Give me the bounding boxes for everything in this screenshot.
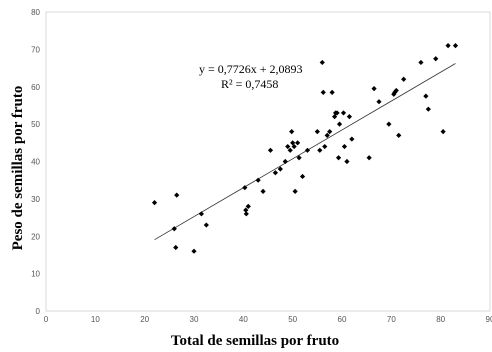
data-point [418,59,424,66]
data-point [299,173,306,180]
trendline-r-squared: R² = 0,7458 [221,77,278,91]
y-tick-label: 80 [31,8,40,17]
y-tick-label: 40 [31,158,40,167]
y-axis-ticks: 0 10 20 30 40 50 60 70 80 [31,8,40,316]
data-point [198,211,204,217]
x-tick-label: 10 [91,315,100,324]
data-point [285,143,291,150]
data-point [336,121,343,127]
data-point [396,132,402,138]
y-tick-label: 20 [31,232,40,241]
data-points [151,43,459,254]
data-point [440,129,446,135]
data-point [203,222,209,228]
data-point [282,158,288,165]
data-point [391,91,397,97]
data-point [445,43,451,49]
data-point [173,244,179,251]
y-tick-label: 30 [31,195,40,204]
data-point [433,56,439,62]
data-point [341,143,348,150]
data-point [291,143,297,150]
data-point [401,76,407,82]
data-point [314,129,320,135]
data-point [272,170,278,176]
data-point [329,89,335,95]
data-point [366,155,372,161]
data-point [376,99,382,105]
x-tick-label: 30 [190,315,199,324]
x-tick-label: 20 [140,315,149,324]
data-point [332,114,338,120]
x-tick-label: 40 [239,315,248,324]
data-point [425,106,431,112]
x-tick-label: 80 [436,315,445,324]
data-point [174,192,180,198]
x-tick-label: 90 [486,315,492,324]
data-point [289,129,295,135]
data-point [243,207,249,213]
data-point [344,158,350,165]
data-point [317,147,323,153]
data-point [260,188,266,194]
data-point [346,114,352,120]
data-point [335,155,342,161]
data-point [151,200,158,206]
x-tick-label: 50 [288,315,297,324]
x-axis-title: Total de semillas por fruto [171,333,339,349]
data-point [296,155,302,161]
trendline-equation: y = 0,7726x + 2,0893 [199,62,303,76]
plot-area [45,11,491,312]
data-point [267,147,274,153]
x-tick-label: 60 [338,315,347,324]
data-point [324,132,330,138]
data-point [243,211,249,217]
x-axis-ticks: 0 10 20 30 40 50 60 70 80 90 [44,315,492,324]
data-point [287,147,293,153]
data-point [334,110,340,116]
data-point [327,129,333,135]
data-point [292,188,298,194]
x-tick-label: 70 [387,315,396,324]
data-point [423,93,429,99]
data-point [452,43,459,49]
data-point [245,203,251,209]
data-point [191,248,197,254]
y-tick-label: 70 [31,45,40,54]
y-tick-label: 50 [31,120,40,129]
data-point [171,226,177,232]
data-point [255,177,261,183]
y-tick-label: 0 [36,307,41,316]
data-point [349,136,355,142]
data-point [290,140,296,146]
data-point [320,89,326,95]
data-point [319,59,325,66]
data-point [277,166,283,172]
data-point [340,110,347,116]
data-point [386,121,392,127]
data-point [322,143,328,150]
y-axis-title: Peso de semillas por fruto [10,86,26,251]
data-point [242,185,248,191]
y-tick-label: 10 [31,270,40,279]
x-tick-label: 0 [44,315,49,324]
data-point [295,140,301,146]
data-point [304,147,311,153]
trendline [154,63,456,241]
data-point [371,86,377,92]
y-tick-label: 60 [31,83,40,92]
data-point [392,89,398,95]
data-point [393,87,399,94]
